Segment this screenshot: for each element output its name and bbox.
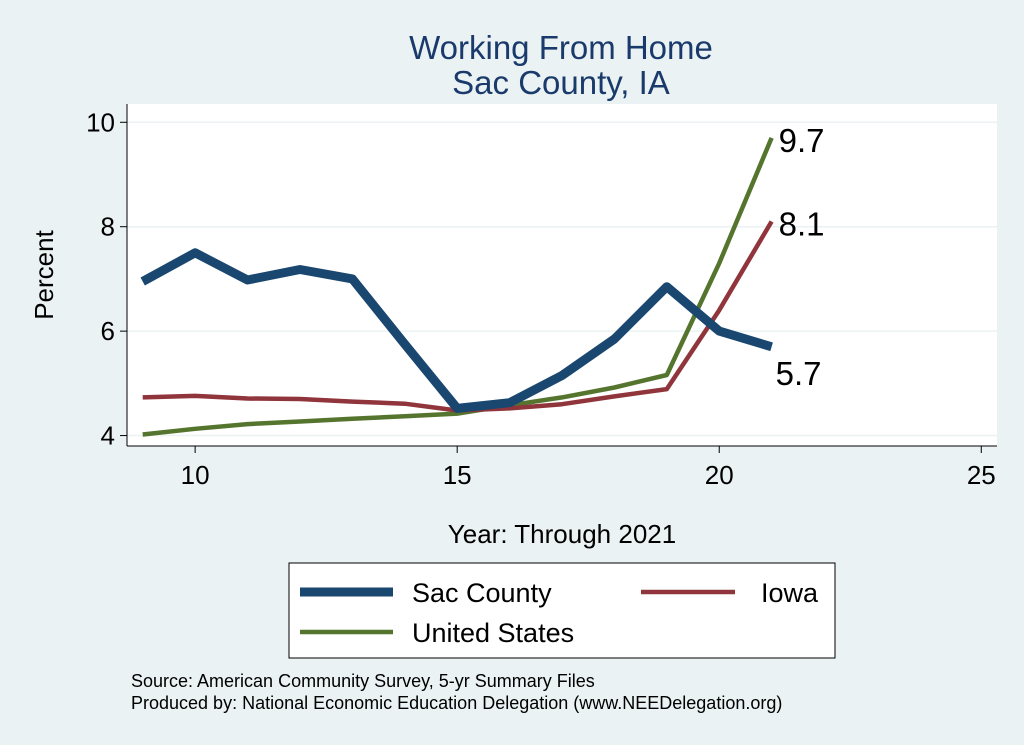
legend-label-iowa: Iowa (761, 578, 819, 608)
x-tick-label: 20 (705, 460, 734, 490)
y-axis-title: Percent (29, 229, 59, 319)
y-tick-label: 8 (101, 212, 115, 242)
y-tick-label: 10 (86, 107, 115, 137)
legend: Sac County Iowa United States (300, 578, 819, 648)
grid-lines (127, 121, 997, 437)
end-labels: 5.7 8.1 9.7 (776, 122, 825, 392)
x-tick-label: 25 (967, 460, 996, 490)
y-tick-label: 4 (101, 421, 115, 451)
end-label-united-states: 9.7 (779, 122, 825, 159)
end-label-sac-county: 5.7 (776, 355, 822, 392)
series-line-sac-county (140, 248, 773, 413)
legend-label-united-states: United States (412, 618, 574, 648)
x-tick-label: 15 (443, 460, 472, 490)
produced-by-note: Produced by: National Economic Education… (131, 693, 782, 713)
end-label-iowa: 8.1 (779, 205, 825, 242)
y-tick-label: 6 (101, 316, 115, 346)
source-note: Source: American Community Survey, 5-yr … (131, 671, 595, 691)
legend-label-sac-county: Sac County (412, 578, 552, 608)
series-line-united-states (142, 137, 774, 437)
x-axis-title: Year: Through 2021 (448, 519, 676, 549)
legend-box (288, 562, 836, 659)
chart-subtitle: Sac County, IA (452, 64, 670, 101)
axes: 4 6 8 10 10 15 20 25 (86, 104, 997, 490)
series-lines (140, 137, 774, 437)
chart-title: Working From Home (409, 29, 713, 66)
x-tick-label: 10 (181, 460, 210, 490)
